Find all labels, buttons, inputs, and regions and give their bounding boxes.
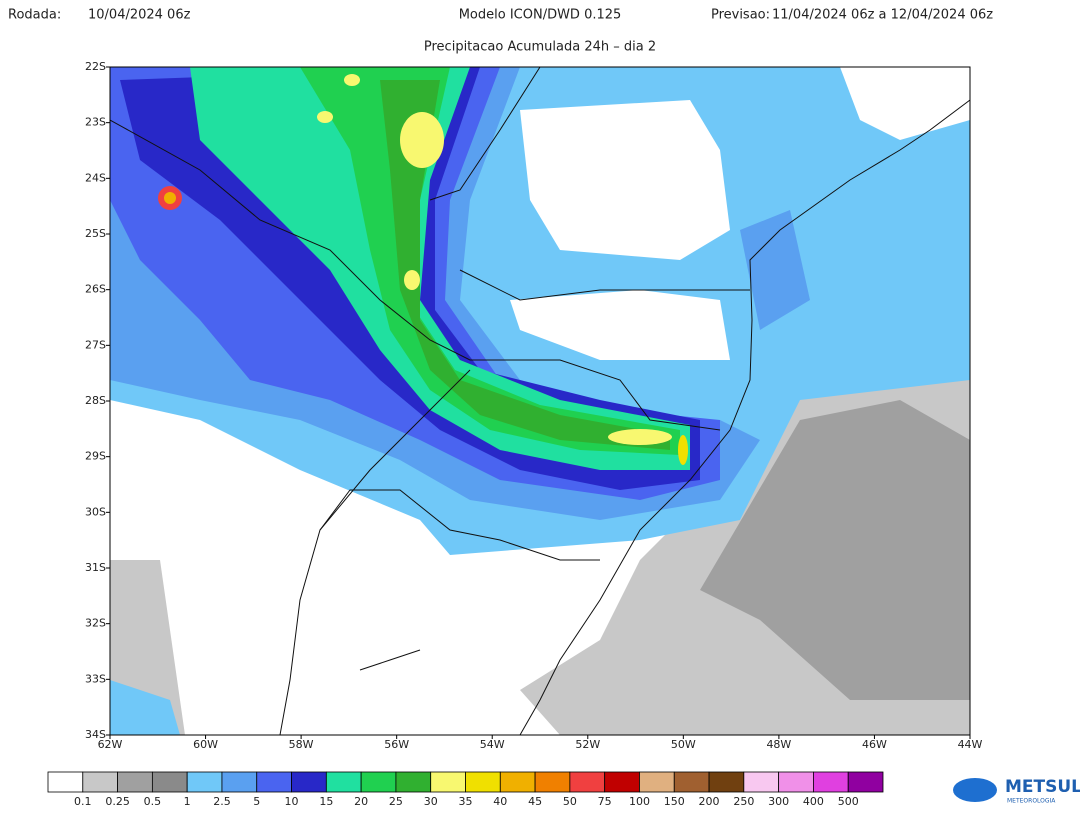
colorbar-label: 500 (838, 795, 859, 808)
colorbar-box (47, 771, 84, 793)
lat-label: 34S (85, 728, 106, 741)
logo-name: METSUL (1005, 777, 1080, 797)
lat-label: 24S (85, 171, 106, 184)
lat-label: 25S (85, 227, 106, 240)
colorbar-label: 2.5 (213, 795, 231, 808)
colorbar-box (569, 771, 606, 793)
colorbar-box (325, 771, 362, 793)
lat-label: 32S (85, 617, 106, 630)
colorbar-box (778, 771, 814, 793)
colorbar-box (151, 771, 188, 793)
colorbar-box (186, 771, 223, 793)
colorbar-box (256, 771, 292, 793)
lat-label: 29S (85, 450, 106, 463)
rodada: 10/04/2024 06z (88, 8, 191, 23)
colorbar-label: 200 (699, 795, 720, 808)
lat-label: 26S (85, 283, 106, 296)
colorbar-box (221, 771, 258, 793)
colorbar-label: 150 (664, 795, 685, 808)
map (109, 66, 971, 736)
lat-label: 31S (85, 561, 106, 574)
lat-label: 28S (85, 394, 106, 407)
model: Modelo ICON/DWD 0.125 (459, 8, 622, 23)
colorbar-box (708, 771, 745, 793)
rodada-label: Rodada: (8, 8, 61, 23)
previsao: 11/04/2024 06z a 12/04/2024 06z (772, 8, 993, 23)
map-title: Precipitacao Acumulada 24h – dia 2 (424, 40, 656, 55)
colorbar-label: 250 (733, 795, 754, 808)
colorbar-box (534, 771, 571, 793)
colorbar-label: 35 (459, 795, 473, 808)
lat-label: 33S (85, 672, 106, 685)
colorbar-label: 15 (319, 795, 333, 808)
colorbar-box (465, 771, 501, 793)
colorbar-label: 1 (184, 795, 191, 808)
lon-label: 58W (289, 738, 314, 751)
lon-label: 52W (575, 738, 600, 751)
colorbar-label: 300 (768, 795, 789, 808)
colorbar-label: 10 (285, 795, 299, 808)
colorbar-box (639, 771, 675, 793)
colorbar-label: 30 (424, 795, 438, 808)
colorbar-label: 75 (598, 795, 612, 808)
lat-label: 23S (85, 116, 106, 129)
colorbar-box (82, 771, 118, 793)
previsao-label: Previsao: (711, 8, 770, 23)
colorbar-box (673, 771, 710, 793)
lon-label: 44W (958, 738, 983, 751)
colorbar-box (291, 771, 327, 793)
logo: METSUL METEOROLOGIA (953, 777, 1080, 805)
lon-label: 50W (671, 738, 696, 751)
colorbar-box (847, 771, 884, 793)
colorbar-label: 45 (528, 795, 542, 808)
lon-label: 60W (193, 738, 218, 751)
colorbar-label: 0.1 (74, 795, 92, 808)
colorbar-label: 5 (253, 795, 260, 808)
lat-label: 22S (85, 60, 106, 73)
colorbar-label: 50 (563, 795, 577, 808)
colorbar-box (499, 771, 536, 793)
colorbar-box (743, 771, 780, 793)
colorbar-box (430, 771, 466, 793)
logo-subtitle: METEOROLOGIA (1007, 798, 1056, 805)
colorbar-label: 400 (803, 795, 824, 808)
colorbar-label: 20 (354, 795, 368, 808)
colorbar-label: 0.5 (144, 795, 162, 808)
lon-label: 48W (766, 738, 791, 751)
colorbar-box (813, 771, 849, 793)
lon-label: 56W (384, 738, 409, 751)
lon-label: 54W (480, 738, 505, 751)
lon-label: 62W (98, 738, 123, 751)
colorbar-label: 40 (493, 795, 507, 808)
colorbar-label: 0.25 (105, 795, 130, 808)
lon-label: 46W (862, 738, 887, 751)
colorbar-box (604, 771, 640, 793)
lat-label: 27S (85, 338, 106, 351)
colorbar-box (360, 771, 397, 793)
lat-label: 30S (85, 505, 106, 518)
colorbar-box (117, 771, 153, 793)
colorbar-label: 100 (629, 795, 650, 808)
colorbar-box (395, 771, 432, 793)
colorbar-label: 25 (389, 795, 403, 808)
